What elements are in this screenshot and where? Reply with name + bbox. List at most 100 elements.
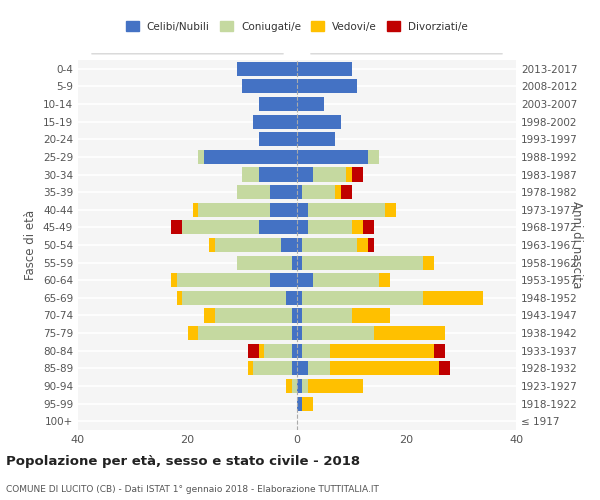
Bar: [215, 238, 281, 252]
Bar: [308, 379, 362, 393]
Bar: [199, 150, 204, 164]
Bar: [253, 114, 297, 128]
Bar: [259, 220, 297, 234]
Bar: [297, 97, 325, 111]
Bar: [269, 202, 297, 217]
Bar: [302, 291, 423, 305]
Bar: [302, 326, 374, 340]
Bar: [297, 273, 313, 287]
Bar: [308, 220, 352, 234]
Bar: [297, 379, 302, 393]
Bar: [341, 185, 352, 199]
Bar: [297, 256, 302, 270]
Bar: [292, 256, 297, 270]
Bar: [292, 379, 297, 393]
Bar: [297, 396, 302, 410]
Bar: [259, 97, 297, 111]
Bar: [362, 220, 374, 234]
Bar: [259, 168, 297, 181]
Bar: [242, 168, 259, 181]
Bar: [209, 238, 215, 252]
Bar: [313, 273, 379, 287]
Bar: [330, 344, 434, 358]
Bar: [297, 344, 302, 358]
Bar: [297, 362, 308, 376]
Bar: [199, 202, 269, 217]
Bar: [434, 344, 445, 358]
Bar: [292, 308, 297, 322]
Bar: [204, 308, 215, 322]
Bar: [237, 256, 292, 270]
Bar: [379, 273, 390, 287]
Bar: [171, 220, 182, 234]
Bar: [302, 379, 308, 393]
Bar: [308, 362, 330, 376]
Bar: [346, 168, 352, 181]
Y-axis label: Fasce di età: Fasce di età: [25, 210, 37, 280]
Bar: [171, 273, 176, 287]
Y-axis label: Anni di nascita: Anni di nascita: [570, 202, 583, 288]
Bar: [368, 238, 374, 252]
Bar: [259, 344, 264, 358]
Bar: [259, 132, 297, 146]
Bar: [313, 168, 346, 181]
Bar: [286, 291, 297, 305]
Bar: [292, 326, 297, 340]
Bar: [330, 362, 439, 376]
Text: Popolazione per età, sesso e stato civile - 2018: Popolazione per età, sesso e stato civil…: [6, 455, 360, 468]
Bar: [308, 202, 385, 217]
Bar: [176, 291, 182, 305]
Bar: [385, 202, 395, 217]
Bar: [215, 308, 292, 322]
Bar: [182, 220, 259, 234]
Bar: [292, 362, 297, 376]
Bar: [302, 344, 330, 358]
Bar: [302, 256, 423, 270]
Bar: [237, 62, 297, 76]
Bar: [248, 344, 259, 358]
Bar: [302, 185, 335, 199]
Legend: Celibi/Nubili, Coniugati/e, Vedovi/e, Divorziati/e: Celibi/Nubili, Coniugati/e, Vedovi/e, Di…: [122, 17, 472, 36]
Bar: [281, 238, 297, 252]
Bar: [199, 326, 292, 340]
Bar: [335, 185, 341, 199]
Bar: [264, 344, 292, 358]
Bar: [297, 114, 341, 128]
Bar: [297, 220, 308, 234]
Bar: [423, 291, 483, 305]
Bar: [297, 326, 302, 340]
Bar: [292, 344, 297, 358]
Bar: [176, 273, 269, 287]
Bar: [368, 150, 379, 164]
Bar: [374, 326, 445, 340]
Bar: [297, 168, 313, 181]
Bar: [286, 379, 292, 393]
Bar: [297, 62, 352, 76]
Bar: [302, 308, 352, 322]
Bar: [248, 362, 253, 376]
Bar: [297, 238, 302, 252]
Bar: [439, 362, 450, 376]
Bar: [269, 273, 297, 287]
Bar: [237, 185, 269, 199]
Bar: [297, 185, 302, 199]
Bar: [297, 202, 308, 217]
Bar: [297, 80, 357, 94]
Bar: [204, 150, 297, 164]
Bar: [297, 150, 368, 164]
Bar: [352, 220, 362, 234]
Bar: [253, 362, 292, 376]
Bar: [297, 308, 302, 322]
Text: COMUNE DI LUCITO (CB) - Dati ISTAT 1° gennaio 2018 - Elaborazione TUTTITALIA.IT: COMUNE DI LUCITO (CB) - Dati ISTAT 1° ge…: [6, 485, 379, 494]
Bar: [182, 291, 286, 305]
Bar: [242, 80, 297, 94]
Bar: [423, 256, 434, 270]
Bar: [297, 132, 335, 146]
Bar: [302, 238, 357, 252]
Bar: [269, 185, 297, 199]
Bar: [193, 202, 199, 217]
Bar: [297, 291, 302, 305]
Bar: [352, 168, 362, 181]
Bar: [352, 308, 390, 322]
Bar: [187, 326, 199, 340]
